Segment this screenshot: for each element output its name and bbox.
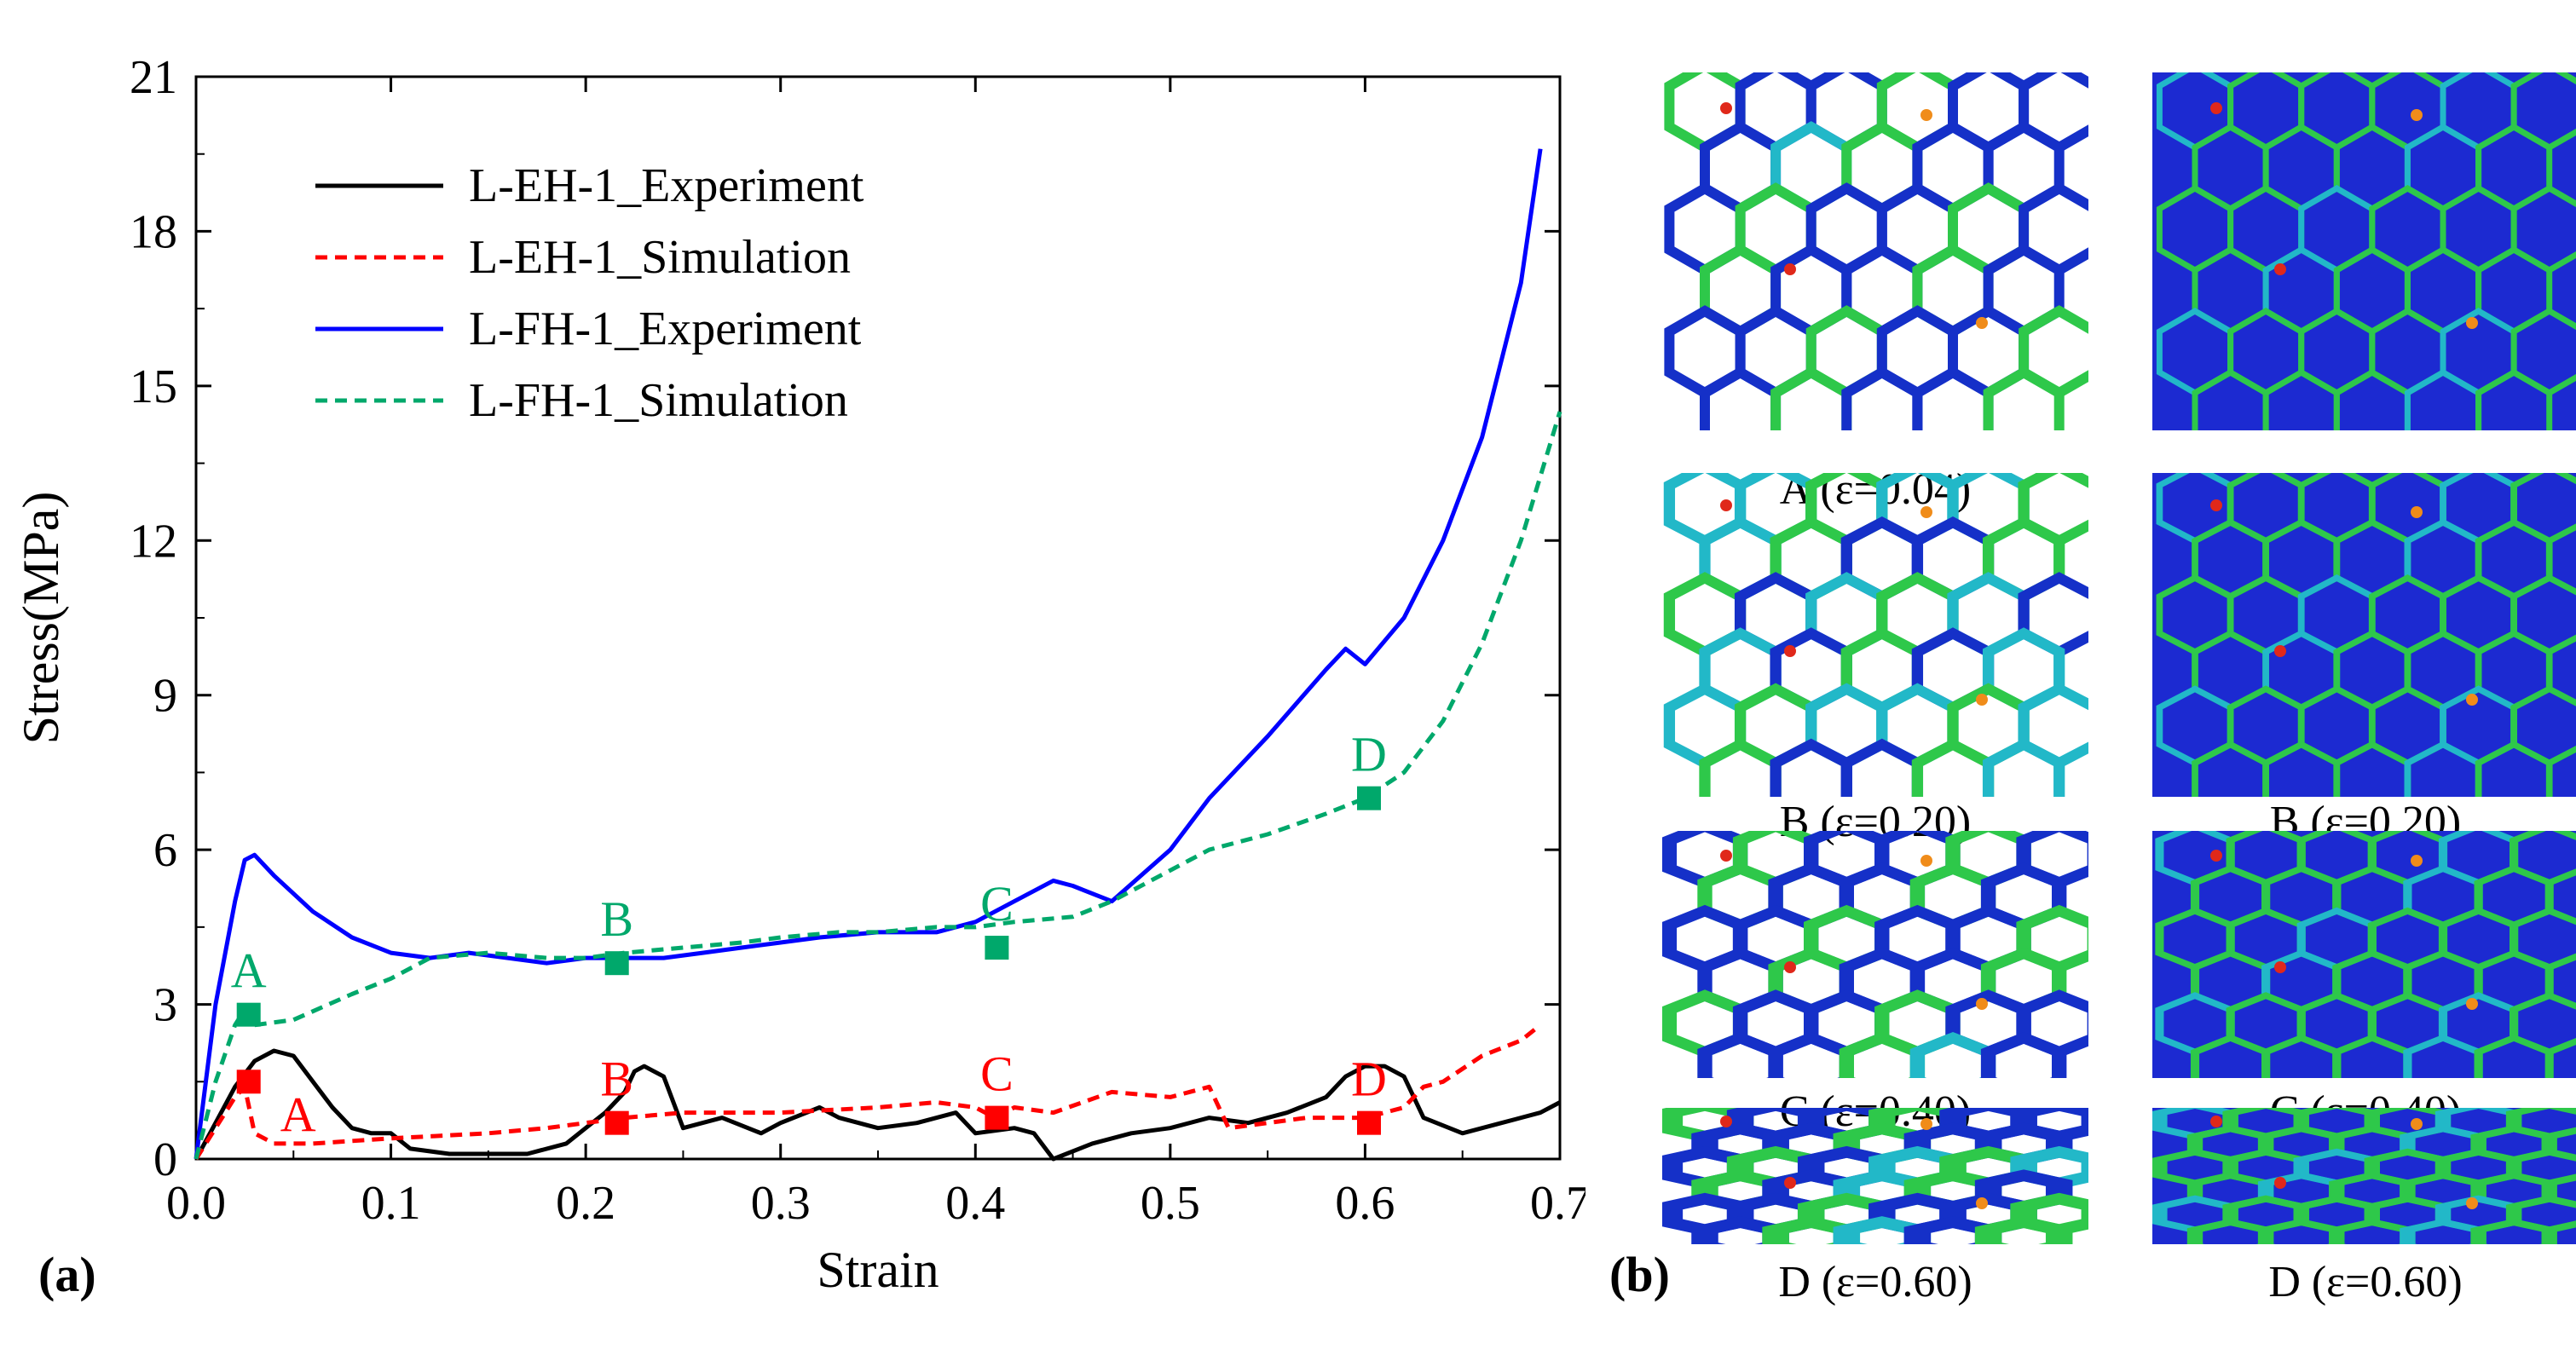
marker-label-A: A <box>231 943 267 999</box>
marker-C <box>985 936 1009 960</box>
honeycomb-image <box>2152 1108 2576 1244</box>
x-axis-label: Strain <box>817 1242 939 1298</box>
honeycomb-image <box>2152 831 2576 1078</box>
y-tick-label: 12 <box>130 515 177 568</box>
x-tick-label: 0.3 <box>751 1177 811 1230</box>
honeycomb-image <box>1663 473 2088 797</box>
panel-a-label: (a) <box>38 1247 96 1302</box>
stress-strain-chart: 0.0 0.1 0.2 0.3 0.4 0.5 0.6 0.7 0 3 6 9 12 15 18 21 Stra… <box>13 51 1585 1298</box>
legend-entry: L-EH-1_Experiment <box>469 159 864 212</box>
marker-label-A: A <box>280 1087 316 1142</box>
marker-B <box>604 951 629 976</box>
y-tick-label: 18 <box>130 205 177 258</box>
snapshot-filled-honeycomb-4: D (ε=0.60) <box>2152 1108 2576 1317</box>
series-line-L-FH-1_Experiment <box>193 148 1543 1160</box>
y-tick-label: 3 <box>153 979 177 1032</box>
marker-C <box>985 1105 1009 1130</box>
marker-A <box>236 1002 261 1027</box>
y-tick-label: 9 <box>153 670 177 723</box>
snapshot-filled-honeycomb-1: A (ε=0.04) <box>2152 72 2576 524</box>
snapshot-open-honeycomb-4: D (ε=0.60) <box>1662 1108 2088 1317</box>
snapshot-filled-honeycomb-2: B (ε=0.20) <box>2152 473 2576 856</box>
x-tick-label: 0.5 <box>1141 1177 1200 1230</box>
honeycomb-image <box>1664 72 2088 430</box>
panel-b-label: (b) <box>1609 1247 1670 1302</box>
snapshot-open-honeycomb-1: A (ε=0.04) <box>1662 72 2088 524</box>
snapshot-caption: D (ε=0.60) <box>1778 1258 1972 1306</box>
marker-label-C: C <box>980 876 1014 931</box>
snapshot-open-honeycomb-2: B (ε=0.20) <box>1662 473 2088 856</box>
x-tick-label: 0.1 <box>361 1177 421 1230</box>
x-tick-label: 0.0 <box>166 1177 226 1230</box>
honeycomb-image <box>1662 831 2088 1078</box>
marker-label-C: C <box>980 1047 1014 1102</box>
honeycomb-image <box>2152 473 2576 797</box>
marker-label-D: D <box>1351 727 1387 782</box>
honeycomb-image <box>2152 72 2576 430</box>
plot-frame <box>194 75 1562 1161</box>
marker-B <box>604 1110 629 1135</box>
marker-label-D: D <box>1351 1052 1387 1107</box>
marker-D <box>1357 786 1381 810</box>
y-tick-label: 0 <box>153 1133 177 1186</box>
marker-D <box>1357 1110 1381 1135</box>
series-line-L-EH-1_Experiment <box>193 1048 1562 1162</box>
y-tick-label: 15 <box>130 360 177 413</box>
marker-A <box>236 1070 261 1094</box>
x-tick-label: 0.2 <box>556 1177 615 1230</box>
legend-entry: L-FH-1_Experiment <box>469 303 862 355</box>
legend-entry: L-EH-1_Simulation <box>469 231 851 284</box>
x-tick-label: 0.7 <box>1530 1177 1585 1230</box>
honeycomb-image <box>1662 1108 2088 1244</box>
legend-entry: L-FH-1_Simulation <box>469 374 848 427</box>
x-tick-label: 0.6 <box>1335 1177 1395 1230</box>
y-axis-label: Stress(MPa) <box>13 492 69 745</box>
y-tick-label: 6 <box>153 824 177 877</box>
y-tick-label: 21 <box>130 51 177 104</box>
x-tick-label: 0.4 <box>945 1177 1005 1230</box>
marker-label-B: B <box>600 891 633 947</box>
series-line-L-FH-1_Simulation <box>193 411 1562 1160</box>
series-line-L-EH-1_Simulation <box>193 1023 1542 1161</box>
marker-label-B: B <box>600 1052 633 1107</box>
snapshot-open-honeycomb-3: C (ε=0.40) <box>1662 831 2088 1146</box>
snapshot-caption: D (ε=0.60) <box>2268 1258 2463 1306</box>
snapshot-filled-honeycomb-3: C (ε=0.40) <box>2152 831 2576 1146</box>
